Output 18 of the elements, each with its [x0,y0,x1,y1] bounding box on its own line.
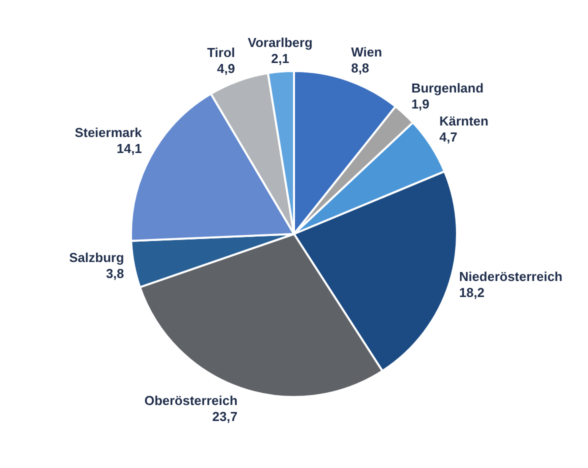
data-label: 8,8 [351,60,370,76]
data-label: 23,7 [212,409,238,424]
data-label: 18,2 [459,285,484,300]
slice-label: Wien [351,44,382,60]
data-label: 2,1 [271,51,290,66]
slice-label: Kärnten [439,114,489,129]
data-label: 1,9 [411,96,430,112]
slice-label: Burgenland [411,80,484,96]
data-label: 4,9 [216,60,236,76]
slice-label: Niederösterreich [459,269,563,284]
data-label: 14,1 [116,141,142,156]
slice-label: Oberösterreich [144,393,238,408]
data-label: 4,7 [439,130,458,145]
slice-label: Vorarlberg [248,35,313,50]
slice-label: Tirol [207,44,236,60]
slice-label: Salzburg [69,250,124,265]
data-label: 3,8 [106,266,124,281]
slice-label: Steiermark [74,125,143,140]
